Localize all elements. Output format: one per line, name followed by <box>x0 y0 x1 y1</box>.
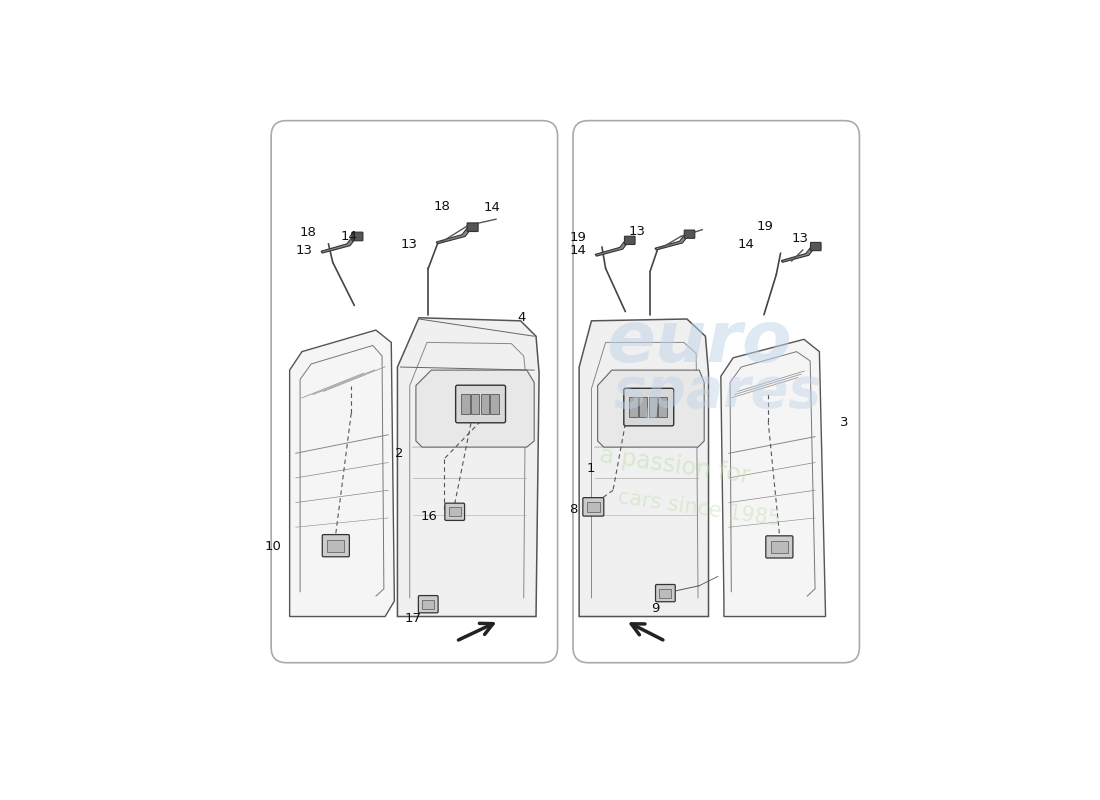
Text: 14: 14 <box>738 238 755 251</box>
Polygon shape <box>397 318 539 617</box>
Text: euro: euro <box>606 308 792 377</box>
Text: spares: spares <box>614 365 822 418</box>
Text: 19: 19 <box>757 220 773 233</box>
Text: 13: 13 <box>628 225 646 238</box>
Text: 18: 18 <box>433 200 450 213</box>
FancyBboxPatch shape <box>811 242 821 250</box>
Bar <box>629 397 638 418</box>
Text: 16: 16 <box>420 510 438 522</box>
Polygon shape <box>595 240 628 256</box>
Polygon shape <box>654 234 689 250</box>
FancyBboxPatch shape <box>271 121 558 662</box>
Text: 13: 13 <box>792 232 808 245</box>
Bar <box>586 502 600 512</box>
FancyBboxPatch shape <box>766 536 793 558</box>
Bar <box>649 397 657 418</box>
Polygon shape <box>437 226 471 244</box>
Polygon shape <box>321 236 356 253</box>
Text: a passion for: a passion for <box>597 443 751 488</box>
Text: 2: 2 <box>395 446 404 460</box>
Text: 10: 10 <box>265 541 282 554</box>
FancyBboxPatch shape <box>624 388 673 426</box>
Text: 14: 14 <box>341 230 358 242</box>
Polygon shape <box>597 370 704 447</box>
FancyBboxPatch shape <box>455 386 506 422</box>
Text: 14: 14 <box>484 202 500 214</box>
FancyBboxPatch shape <box>352 232 363 241</box>
Bar <box>659 397 667 418</box>
FancyBboxPatch shape <box>583 498 604 516</box>
Text: 13: 13 <box>296 244 312 258</box>
FancyBboxPatch shape <box>625 236 635 245</box>
Polygon shape <box>781 246 815 262</box>
Text: 13: 13 <box>400 238 417 251</box>
Bar <box>471 394 480 414</box>
Text: 3: 3 <box>839 416 848 429</box>
Bar <box>422 600 435 609</box>
Polygon shape <box>416 370 535 447</box>
FancyBboxPatch shape <box>322 534 350 557</box>
Text: 18: 18 <box>299 226 316 239</box>
Bar <box>771 541 788 553</box>
FancyBboxPatch shape <box>418 595 438 613</box>
FancyBboxPatch shape <box>573 121 859 662</box>
FancyBboxPatch shape <box>656 585 675 602</box>
Polygon shape <box>579 319 708 617</box>
Text: 4: 4 <box>517 311 526 324</box>
FancyBboxPatch shape <box>444 503 464 521</box>
Text: 14: 14 <box>570 244 586 258</box>
Text: 1: 1 <box>586 462 595 475</box>
Bar <box>491 394 498 414</box>
FancyBboxPatch shape <box>468 223 478 231</box>
Polygon shape <box>720 339 825 617</box>
Text: 8: 8 <box>570 503 578 517</box>
Polygon shape <box>289 330 394 617</box>
Bar <box>659 589 671 598</box>
Text: 19: 19 <box>570 231 586 244</box>
Bar <box>481 394 488 414</box>
Text: 9: 9 <box>651 602 659 615</box>
Text: cars since 1985: cars since 1985 <box>617 487 782 530</box>
Bar <box>327 540 344 551</box>
Bar <box>639 397 648 418</box>
Bar <box>449 507 461 516</box>
FancyBboxPatch shape <box>684 230 695 238</box>
Bar <box>461 394 470 414</box>
Text: 17: 17 <box>405 612 421 626</box>
